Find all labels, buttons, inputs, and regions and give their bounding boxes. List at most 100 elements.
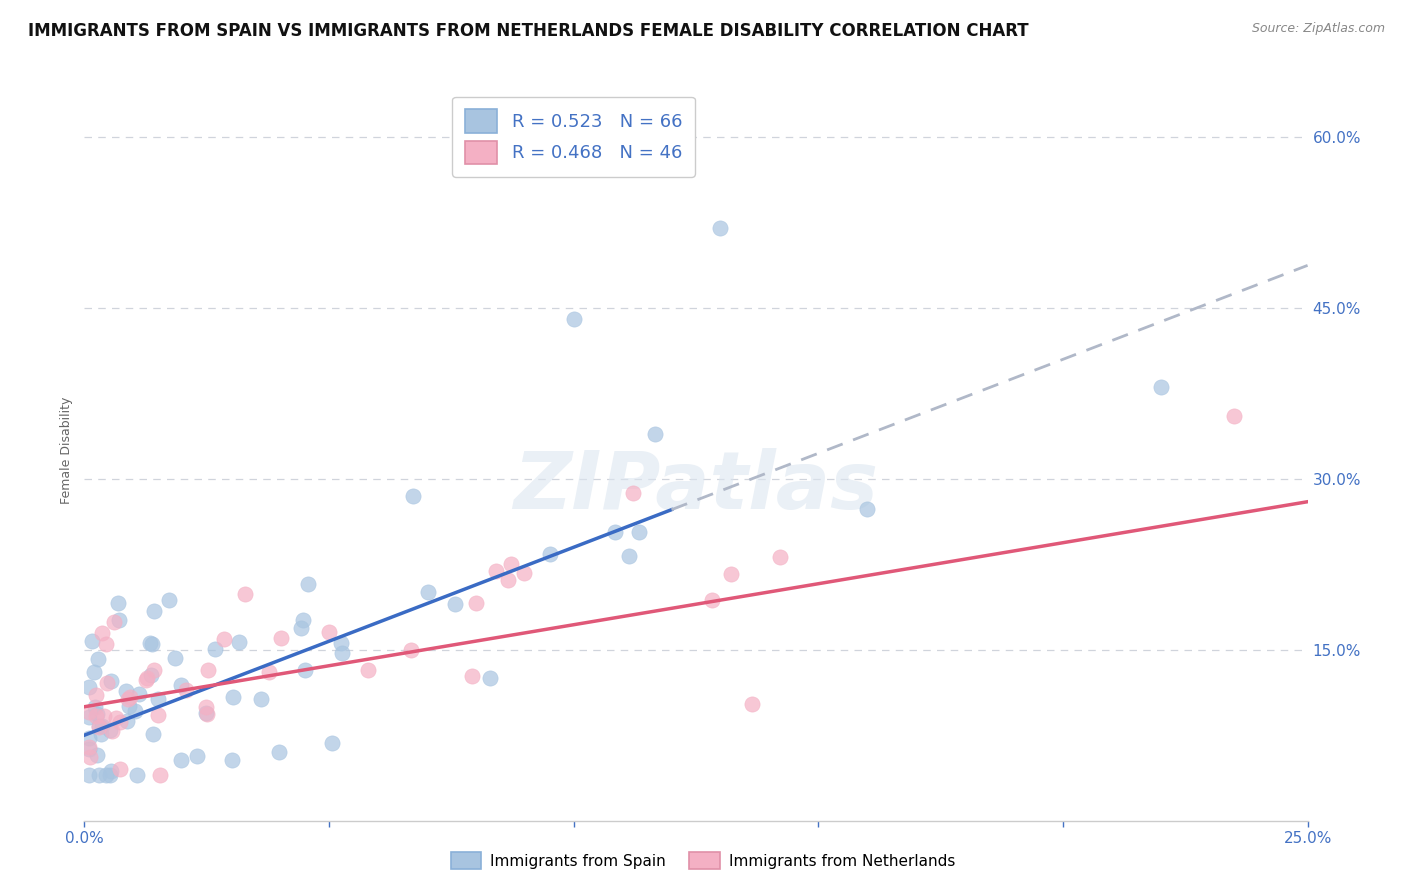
Point (77, 705, 100, 719)
Point (163, 651, 186, 665)
Point (512, 566, 534, 581)
Point (257, 665, 280, 680)
Point (77, 681, 100, 695)
Point (321, 736, 343, 750)
Point (741, 697, 763, 711)
Point (644, 427, 666, 442)
Point (84, 699, 107, 714)
Point (702, 593, 724, 607)
Point (444, 597, 467, 611)
Point (485, 564, 508, 578)
Point (170, 753, 193, 767)
Y-axis label: Female Disability: Female Disability (59, 397, 73, 504)
Point (478, 672, 501, 686)
Point (90, 719, 112, 733)
Point (115, 714, 138, 728)
Point (79, 768, 101, 782)
Point (100, 764, 122, 779)
Point (540, 547, 562, 561)
Point (107, 613, 129, 627)
Point (104, 711, 127, 725)
Point (96, 636, 118, 650)
Point (332, 646, 354, 660)
Point (96, 675, 118, 690)
Point (235, 587, 257, 601)
Point (108, 715, 131, 730)
Point (90, 726, 112, 740)
Point (195, 706, 218, 721)
Point (141, 668, 163, 682)
Point (212, 632, 235, 646)
Point (77, 739, 100, 754)
Point (84, 708, 107, 723)
Point (139, 636, 162, 650)
Legend: R = 0.523   N = 66, R = 0.468   N = 46: R = 0.523 N = 66, R = 0.468 N = 46 (453, 96, 695, 177)
Point (87, 719, 110, 733)
Point (86, 706, 108, 721)
Point (399, 642, 422, 657)
Point (89, 768, 111, 782)
Point (87, 651, 110, 665)
Point (143, 663, 166, 677)
Point (709, 221, 731, 235)
Point (118, 698, 141, 713)
Point (228, 635, 250, 649)
Point (84, 688, 107, 702)
Point (222, 690, 245, 704)
Point (170, 678, 193, 692)
Point (80, 633, 103, 648)
Point (79, 749, 101, 764)
Point (101, 724, 124, 739)
Point (499, 557, 522, 571)
Point (91, 626, 114, 640)
Point (621, 485, 644, 500)
Point (128, 687, 150, 701)
Point (269, 745, 291, 759)
Text: ZIPatlas: ZIPatlas (513, 449, 879, 526)
Point (118, 690, 141, 704)
Text: IMMIGRANTS FROM SPAIN VS IMMIGRANTS FROM NETHERLANDS FEMALE DISABILITY CORRELATI: IMMIGRANTS FROM SPAIN VS IMMIGRANTS FROM… (28, 22, 1029, 40)
Point (416, 585, 439, 599)
Point (124, 704, 146, 718)
Point (108, 762, 131, 776)
Point (221, 753, 243, 767)
Point (619, 549, 641, 564)
Point (290, 621, 312, 635)
Point (107, 596, 129, 610)
Point (100, 673, 122, 688)
Point (357, 663, 380, 677)
Point (142, 604, 165, 618)
Point (117, 692, 139, 706)
Point (603, 525, 626, 540)
Point (204, 642, 226, 657)
Point (496, 574, 519, 588)
Point (291, 613, 314, 627)
Point (197, 663, 219, 677)
Point (98, 768, 121, 782)
Point (297, 577, 319, 591)
Point (77, 709, 100, 723)
Legend: Immigrants from Spain, Immigrants from Netherlands: Immigrants from Spain, Immigrants from N… (444, 846, 962, 875)
Point (769, 550, 792, 565)
Point (115, 683, 138, 698)
Point (146, 692, 169, 706)
Point (149, 768, 172, 782)
Point (330, 636, 353, 650)
Point (89, 720, 111, 734)
Point (562, 312, 585, 326)
Point (194, 706, 217, 720)
Point (402, 489, 425, 503)
Point (174, 683, 197, 698)
Point (464, 596, 486, 610)
Point (1223, 409, 1246, 424)
Point (83, 665, 105, 679)
Point (141, 637, 163, 651)
Point (856, 501, 879, 516)
Point (627, 525, 650, 540)
Point (148, 707, 170, 722)
Point (96, 768, 118, 782)
Point (135, 673, 157, 688)
Point (186, 748, 208, 763)
Point (294, 663, 316, 677)
Point (142, 727, 165, 741)
